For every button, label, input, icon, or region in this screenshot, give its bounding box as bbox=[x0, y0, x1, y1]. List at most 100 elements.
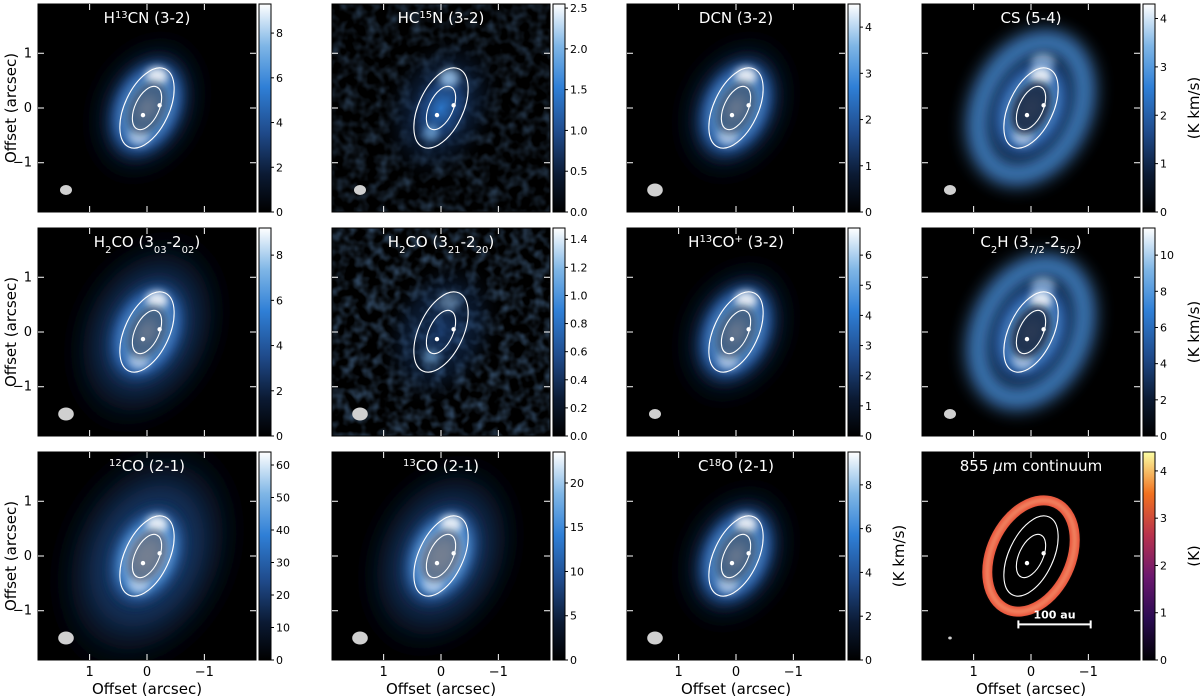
colorbar-tick-label: 4 bbox=[865, 21, 872, 34]
colorbar-tick-label: 1 bbox=[865, 400, 872, 413]
x-tick-label: 0 bbox=[1027, 665, 1035, 680]
contour-ellipses bbox=[1003, 67, 1059, 149]
panel: 100 au 1 0 −1 855 μm continuum 0 1 2 3 4 (K) bbox=[921, 451, 1200, 680]
emission-map bbox=[670, 475, 802, 637]
colorbar-tick-label: 0.6 bbox=[570, 346, 588, 359]
beam-ellipse bbox=[60, 185, 72, 195]
emission-map bbox=[670, 251, 802, 413]
star-marker bbox=[746, 327, 751, 332]
beam-ellipse bbox=[944, 409, 956, 419]
colorbar-tick-label: 2 bbox=[865, 370, 872, 383]
colorbar: 0.0 0.5 1.0 1.5 2.0 2.5 bbox=[552, 2, 588, 219]
beam-ellipse bbox=[354, 185, 366, 195]
colorbar-tick-label: 0 bbox=[276, 430, 283, 443]
x-tick-label: 0 bbox=[732, 665, 740, 680]
emission-map bbox=[81, 27, 213, 189]
colorbar-tick-label: 2.5 bbox=[570, 2, 588, 15]
colorbar-tick-label: 8 bbox=[276, 249, 283, 262]
colorbar-tick-label: 0 bbox=[276, 206, 283, 219]
star-marker bbox=[451, 103, 456, 108]
panel: CS (5-4) 0 1 2 3 4 (K km/s) bbox=[921, 3, 1200, 219]
panel: 1 0 −1 H13CN (3-2) 0 2 4 6 8 bbox=[13, 3, 283, 219]
colorbar-unit-label: (K km/s) bbox=[1185, 77, 1200, 139]
star-marker bbox=[157, 103, 162, 108]
colorbar-tick-label: 4 bbox=[1160, 358, 1167, 371]
colorbar-tick-label: 5 bbox=[570, 610, 577, 623]
colorbar: 0 2 4 6 8 bbox=[258, 3, 283, 219]
x-tick-label: −1 bbox=[489, 665, 508, 680]
star-marker bbox=[434, 112, 440, 118]
colorbar-tick-label: 15 bbox=[570, 521, 584, 534]
colorbar-tick-label: 1.0 bbox=[570, 289, 588, 302]
image-background bbox=[922, 452, 1140, 660]
colorbar-tick-label: 0 bbox=[276, 654, 283, 667]
contour-ellipses bbox=[708, 515, 764, 597]
colorbar-unit-label: (K) bbox=[1185, 545, 1200, 567]
inner-contour bbox=[131, 85, 163, 131]
star-marker bbox=[434, 560, 440, 566]
inner-contour bbox=[1015, 85, 1047, 131]
colorbar-tick-label: 20 bbox=[570, 477, 584, 490]
colorbar-tick-label: 2 bbox=[865, 610, 872, 623]
colorbar-tick-label: 4 bbox=[1160, 13, 1167, 26]
colorbar-tick-label: 8 bbox=[1160, 285, 1167, 298]
panel: H13CO+ (3-2) 0 1 2 3 4 5 6 bbox=[626, 227, 872, 443]
panel: H2CO (321-220) 0.0 0.2 0.4 0.6 0.8 1.0 1.2 1.4 bbox=[331, 227, 588, 443]
colorbar-tick-label: 6 bbox=[865, 523, 872, 536]
x-tick-label: 1 bbox=[969, 665, 977, 680]
star-marker bbox=[746, 551, 751, 556]
panel-title: 13CO (2-1) bbox=[403, 457, 479, 475]
colorbar-tick-label: 2 bbox=[276, 385, 283, 398]
star-marker bbox=[140, 560, 146, 566]
star-marker bbox=[1024, 336, 1030, 342]
emission-map bbox=[352, 452, 530, 660]
scale-bar-label: 100 au bbox=[1033, 608, 1075, 621]
panel-title: DCN (3-2) bbox=[699, 9, 773, 27]
inner-contour bbox=[131, 533, 163, 579]
panel: 1 0 −1 H2CO (303-202) 0 2 4 6 8 bbox=[13, 227, 283, 443]
colorbar: 0 2 4 6 8 bbox=[258, 227, 283, 443]
outer-contour bbox=[708, 67, 764, 149]
colorbar-tick-label: 1 bbox=[1160, 607, 1167, 620]
inner-contour bbox=[131, 309, 163, 355]
beam-ellipse bbox=[58, 407, 74, 421]
contour-ellipses bbox=[413, 291, 469, 373]
colorbar-tick-label: 20 bbox=[276, 589, 290, 602]
colorbar-tick-label: 0 bbox=[570, 654, 577, 667]
beam-ellipse bbox=[647, 183, 663, 197]
colorbar-tick-label: 2 bbox=[1160, 109, 1167, 122]
colorbar-tick-label: 4 bbox=[1160, 465, 1167, 478]
y-tick-label: −1 bbox=[13, 380, 32, 395]
x-tick-label: 0 bbox=[437, 665, 445, 680]
colorbar-tick-label: 6 bbox=[865, 249, 872, 262]
y-tick-label: −1 bbox=[13, 604, 32, 619]
contour-ellipses bbox=[1003, 515, 1059, 597]
x-axis-label: Offset (arcsec) bbox=[386, 680, 496, 698]
y-tick-label: −1 bbox=[13, 156, 32, 171]
inner-contour bbox=[720, 533, 752, 579]
star-marker bbox=[1041, 551, 1046, 556]
inner-contour bbox=[1015, 309, 1047, 355]
star-marker bbox=[729, 560, 735, 566]
y-tick-label: 1 bbox=[24, 270, 32, 285]
colorbar-unit-label: (K km/s) bbox=[890, 525, 908, 587]
panel-title: HC15N (3-2) bbox=[398, 9, 485, 27]
colorbar-tick-label: 0.0 bbox=[570, 430, 588, 443]
colorbar-tick-label: 60 bbox=[276, 459, 290, 472]
colorbar-tick-label: 2 bbox=[865, 114, 872, 127]
colorbar-tick-label: 4 bbox=[276, 117, 283, 130]
colorbar-tick-label: 3 bbox=[865, 340, 872, 353]
inner-contour bbox=[425, 309, 457, 355]
panel-title: H2CO (321-220) bbox=[388, 233, 494, 256]
y-axis-label: Offset (arcsec) bbox=[2, 501, 20, 611]
colorbar-tick-label: 50 bbox=[276, 492, 290, 505]
emission-map bbox=[670, 27, 802, 189]
contour-ellipses bbox=[413, 515, 469, 597]
panel-title: 12CO (2-1) bbox=[109, 457, 185, 475]
colorbar: 0.0 0.2 0.4 0.6 0.8 1.0 1.2 1.4 bbox=[552, 227, 588, 443]
colorbar-tick-label: 10 bbox=[276, 622, 290, 635]
x-tick-label: 0 bbox=[143, 665, 151, 680]
inner-contour bbox=[720, 309, 752, 355]
